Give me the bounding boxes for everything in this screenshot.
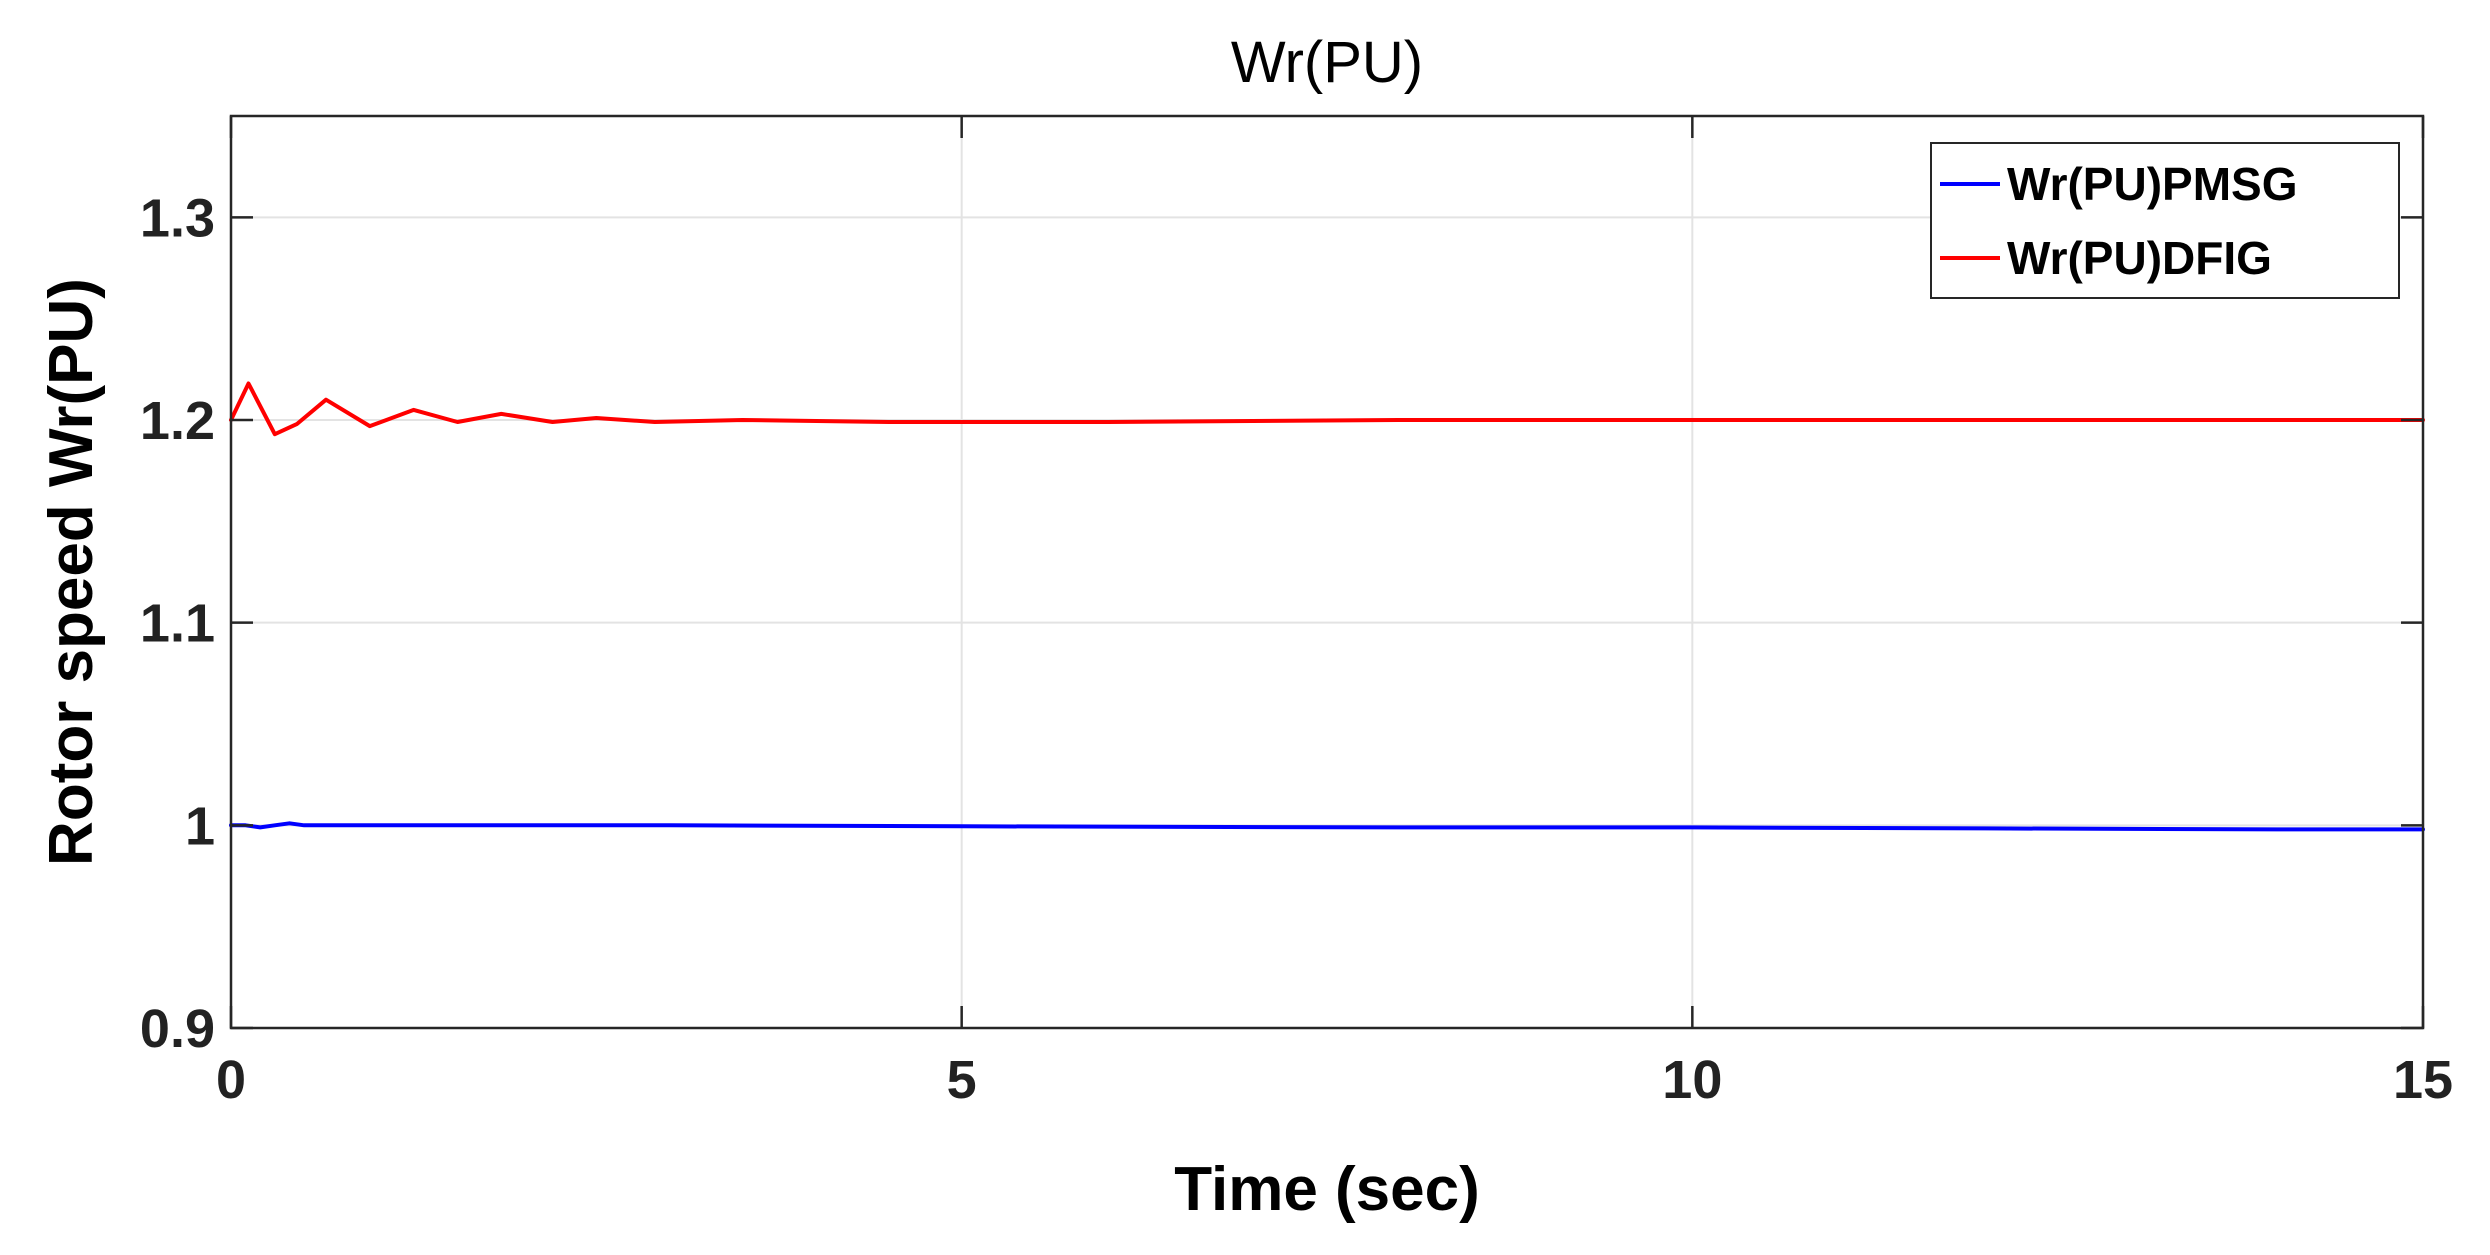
x-tick-label: 0	[216, 1050, 246, 1110]
x-tick-label: 5	[947, 1050, 977, 1110]
plot-frame	[229, 114, 2425, 1030]
series-line-dfig	[229, 381, 2425, 437]
legend-label-pmsg: Wr(PU)PMSG	[2007, 158, 2298, 210]
y-tick-label: 1.2	[140, 391, 215, 451]
tick-labels: 0 5 10 15 0.9 1 1.1 1.2 1.3	[140, 188, 2453, 1110]
legend-label-dfig: Wr(PU)DFIG	[2007, 232, 2272, 284]
x-tick-label: 15	[2393, 1050, 2453, 1110]
x-tick-label: 10	[1662, 1050, 1722, 1110]
series-layer	[229, 381, 2425, 832]
ticks	[229, 116, 2425, 1030]
y-tick-label: 0.9	[140, 999, 215, 1059]
series-line-pmsg	[229, 821, 2425, 832]
y-axis-label: Rotor speed Wr(PU)	[37, 278, 106, 866]
legend: Wr(PU)PMSG Wr(PU)DFIG	[1930, 142, 2400, 299]
legend-box	[1930, 142, 2400, 299]
x-axis-label: Time (sec)	[1174, 1155, 1480, 1224]
y-tick-label: 1.1	[140, 594, 215, 654]
y-tick-label: 1	[185, 796, 215, 856]
chart-title: Wr(PU)	[1231, 30, 1423, 95]
y-tick-label: 1.3	[140, 188, 215, 248]
